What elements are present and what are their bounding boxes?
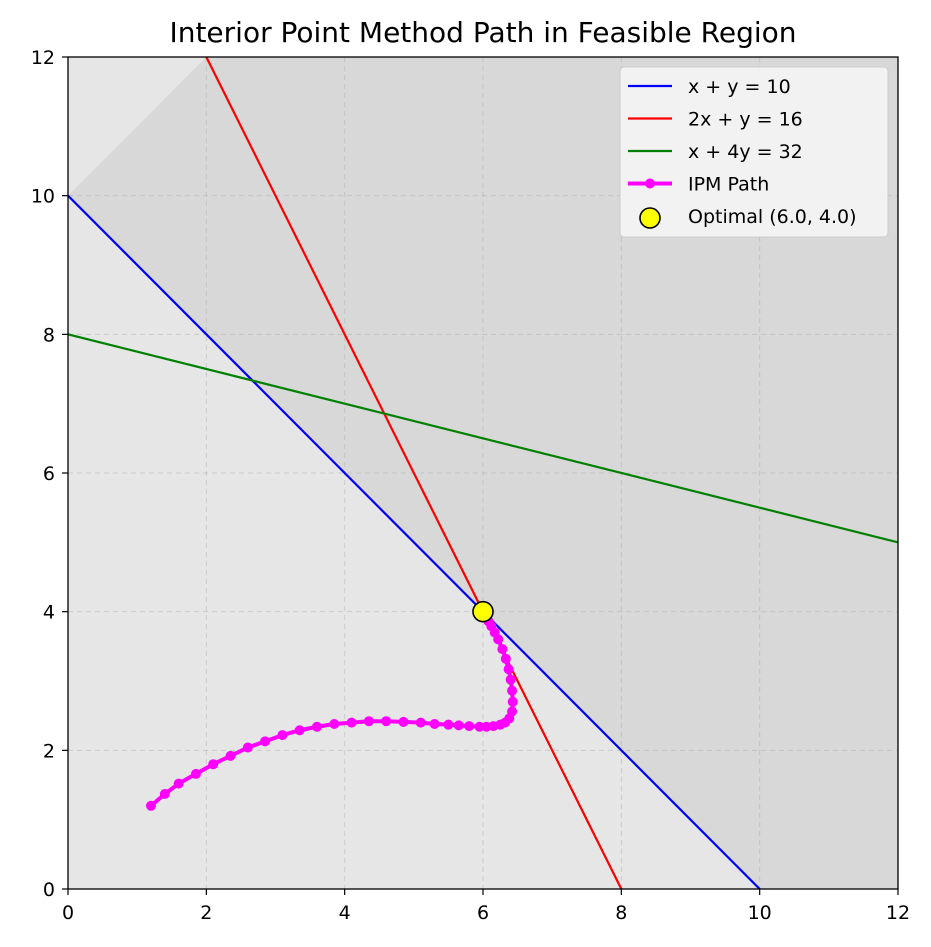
x-tick-label: 4	[339, 902, 351, 924]
ipm-path-point	[443, 719, 454, 730]
optimal-point	[472, 600, 494, 623]
ipm-path-point	[415, 717, 426, 728]
ipm-path-point	[173, 778, 184, 789]
legend-label: x + y = 10	[688, 76, 791, 98]
x-tick-label: 6	[477, 902, 489, 924]
y-tick-label: 4	[43, 602, 55, 624]
ipm-path-point	[146, 800, 156, 811]
ipm-path-point	[381, 716, 392, 727]
ipm-path-point	[464, 721, 475, 732]
x-tick-label: 12	[886, 902, 910, 924]
ipm-path-point	[474, 721, 485, 732]
series-2-line	[68, 333, 898, 544]
legend-label: IPM Path	[688, 174, 769, 196]
chart-title: Interior Point Method Path in Feasible R…	[169, 16, 796, 49]
x-tick-label: 0	[62, 902, 74, 924]
ipm-path-point	[503, 664, 514, 675]
ipm-path-point	[429, 718, 440, 729]
ipm-path-point	[346, 717, 357, 728]
y-tick-label: 2	[43, 740, 55, 762]
clipped-content	[68, 57, 898, 889]
ipm-path-point	[190, 768, 201, 779]
legend-label: 2x + y = 16	[688, 109, 803, 131]
ipm-path-point	[507, 685, 518, 696]
ipm-path-point	[242, 742, 253, 753]
ipm-path-point	[453, 720, 464, 731]
ipm-path-point	[507, 696, 518, 707]
legend-box	[619, 66, 889, 238]
legend-entry: Optimal (6.0, 4.0)	[639, 206, 857, 229]
ipm-path-point	[208, 759, 219, 770]
legend-marker	[639, 207, 661, 229]
legend-entry: 2x + y = 16	[628, 109, 803, 131]
y-tick-label: 12	[31, 47, 55, 69]
ipm-path-point	[294, 725, 305, 736]
x-tick-label: 2	[200, 902, 212, 924]
ipm-path-point	[497, 644, 508, 655]
ipm-path-point	[312, 721, 322, 732]
x-tick-label: 8	[615, 902, 627, 924]
ipm-path-point	[277, 730, 288, 741]
ipm-path-point	[159, 789, 170, 800]
legend-entry: x + y = 10	[628, 76, 791, 98]
ipm-path-point	[505, 674, 516, 685]
ipm-path-point	[225, 750, 236, 761]
ipm-path-point	[500, 653, 511, 664]
legend-entry: IPM Path	[628, 174, 769, 196]
legend-label: x + 4y = 32	[688, 141, 803, 163]
legend-entry: x + 4y = 32	[628, 141, 803, 163]
y-tick-label: 0	[43, 879, 55, 901]
ipm-path-point	[260, 736, 271, 747]
ipm-path-point	[363, 716, 374, 727]
y-tick-label: 10	[31, 186, 55, 208]
legend-marker	[645, 178, 655, 189]
x-tick-label: 10	[748, 902, 772, 924]
series-0-line	[68, 194, 761, 889]
series-1-line	[205, 57, 623, 889]
ipm-path-point	[329, 718, 340, 729]
y-tick-label: 6	[43, 463, 55, 485]
legend-label: Optimal (6.0, 4.0)	[688, 206, 857, 228]
legend: x + y = 10 2x + y = 16 x + 4y = 32 IPM Path…	[619, 66, 889, 238]
ipm-path-point	[398, 716, 409, 727]
y-tick-label: 8	[43, 324, 55, 346]
ipm-path-point	[507, 706, 518, 717]
